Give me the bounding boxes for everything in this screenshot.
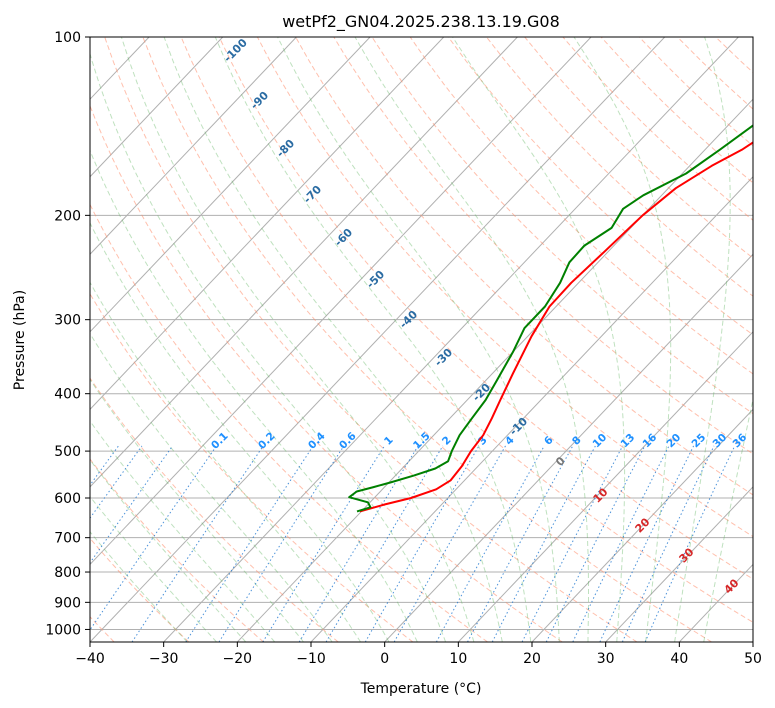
moist-adiabat-line xyxy=(90,459,247,642)
moist-adiabat-line xyxy=(120,37,475,642)
y-tick-label: 100 xyxy=(54,30,81,46)
x-axis-label: Temperature (°C) xyxy=(360,681,482,697)
x-tick-label: −20 xyxy=(223,651,253,667)
dry-adiabat-line xyxy=(104,37,638,642)
plot-frame xyxy=(89,36,754,643)
y-tick-label: 300 xyxy=(54,313,81,329)
x-tick-label: 20 xyxy=(523,651,541,667)
isotherm-line xyxy=(90,37,371,333)
isotherm-line xyxy=(384,253,753,642)
isotherm-line xyxy=(90,37,666,642)
isotherm-line xyxy=(90,37,518,488)
mixing-ratio-line xyxy=(545,445,646,642)
y-tick-label: 800 xyxy=(54,565,81,581)
y-tick-label: 600 xyxy=(54,491,81,507)
mixing-ratio-line xyxy=(521,445,624,642)
dry-adiabat-line xyxy=(180,37,753,623)
dry-adiabat-line xyxy=(218,37,753,580)
moist-adiabat-line xyxy=(354,37,589,642)
mixing-ratio-line xyxy=(262,445,385,642)
moist-adiabat-line xyxy=(90,332,333,642)
sounding-series xyxy=(348,124,753,513)
mixing-ratio-line xyxy=(218,445,345,642)
series-line xyxy=(348,124,753,513)
isotherm-line xyxy=(90,37,224,178)
mixing-ratio-line xyxy=(298,445,419,642)
moist-adiabat-line xyxy=(163,37,503,642)
x-tick-label: −10 xyxy=(296,651,326,667)
dry-adiabat-line xyxy=(90,537,190,642)
mixing-ratio-line xyxy=(435,445,545,642)
y-axis-label: Pressure (hPa) xyxy=(12,290,28,390)
moist-adiabat-line xyxy=(452,37,626,642)
dry-adiabat-line xyxy=(90,104,563,642)
isotherm-line xyxy=(90,37,445,411)
y-tick-label: 1000 xyxy=(45,622,81,638)
moist-adiabat-line xyxy=(90,531,188,642)
dry-adiabat-line xyxy=(486,37,753,297)
moist-adiabat-line xyxy=(90,52,447,642)
moist-adiabat-line xyxy=(573,37,672,642)
y-tick-label: 700 xyxy=(54,531,81,547)
y-tick-label: 200 xyxy=(54,208,81,224)
isotherm-line xyxy=(163,37,739,642)
dry-adiabat-line xyxy=(90,292,414,642)
y-tick-label: 400 xyxy=(54,387,81,403)
moist-adiabat-line xyxy=(674,37,731,642)
dry-adiabat-line xyxy=(256,37,753,538)
isotherm-line xyxy=(457,331,753,642)
moist-adiabat-line xyxy=(90,221,390,642)
y-tick-label: 900 xyxy=(54,595,81,611)
x-tick-label: 10 xyxy=(449,651,467,667)
dry-adiabat-line xyxy=(90,458,264,642)
moist-adiabat-line xyxy=(90,149,418,642)
dry-adiabat-line xyxy=(295,37,753,496)
x-tick-label: 50 xyxy=(744,651,762,667)
mixing-ratio-line xyxy=(90,445,217,631)
x-tick-label: 40 xyxy=(670,651,688,667)
dry-adiabat-line xyxy=(447,37,753,336)
x-tick-label: −30 xyxy=(149,651,179,667)
mixing-ratio-line xyxy=(599,445,695,642)
chart-title: wetPf2_GN04.2025.238.13.19.G08 xyxy=(282,12,560,32)
axis-ticks: −40 −30 −20 −10 0 10 20 30 40 50 1000 900 800 700 600 5… xyxy=(45,30,762,667)
series-line xyxy=(359,141,753,513)
moist-adiabat-line xyxy=(90,281,362,642)
mixing-ratio-line xyxy=(572,445,670,642)
x-tick-label: 30 xyxy=(597,651,615,667)
isotherm-line xyxy=(90,37,297,256)
moist-adiabat-line xyxy=(277,37,560,642)
moist-adiabat-line xyxy=(214,37,532,642)
dry-adiabat-line xyxy=(90,203,488,642)
x-tick-label: 0 xyxy=(380,651,389,667)
y-tick-label: 500 xyxy=(54,444,81,460)
background-lines xyxy=(90,37,753,642)
dry-adiabat-line xyxy=(142,37,712,642)
mixing-ratio-line xyxy=(185,445,314,642)
isotherm-line xyxy=(531,408,753,642)
mixing-ratio-line xyxy=(325,445,444,642)
isotherm-line xyxy=(90,37,592,566)
isotherm-line xyxy=(236,98,753,642)
dry-adiabat-line xyxy=(371,37,753,415)
isotherm-line xyxy=(310,176,753,642)
moist-adiabat-line xyxy=(90,495,217,642)
moist-adiabat-line xyxy=(703,397,753,642)
x-tick-label: −40 xyxy=(75,651,105,667)
mixing-ratio-line xyxy=(131,445,264,642)
isotherm-line xyxy=(605,486,753,642)
moist-adiabat-line xyxy=(90,378,304,642)
